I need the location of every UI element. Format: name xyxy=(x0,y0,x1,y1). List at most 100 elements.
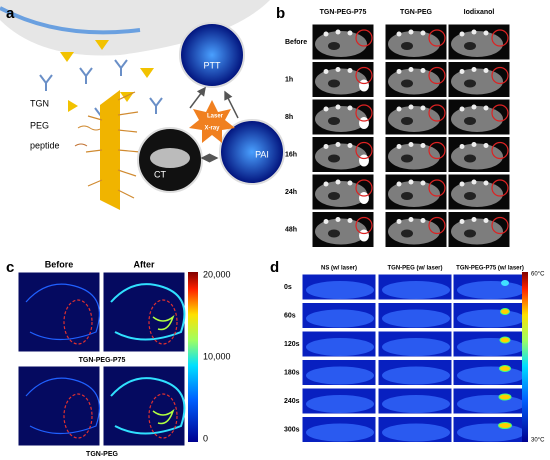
body xyxy=(306,423,374,442)
bone xyxy=(347,180,353,186)
body xyxy=(457,423,525,442)
bone xyxy=(483,30,489,36)
bone xyxy=(396,106,402,112)
signal xyxy=(110,283,186,341)
thermal-image xyxy=(301,416,377,443)
thermal-image xyxy=(377,273,453,301)
ct-image xyxy=(447,173,511,211)
tumor-circle xyxy=(355,66,373,85)
colorbar-label: 60°C xyxy=(531,272,545,278)
panel-letter: b xyxy=(276,5,285,22)
organ xyxy=(401,42,413,50)
bone xyxy=(323,106,329,112)
bone xyxy=(471,104,477,110)
hot-spot xyxy=(498,422,512,429)
bone xyxy=(483,105,489,111)
thermal-image xyxy=(301,302,377,329)
row-label: 60s xyxy=(284,312,296,319)
body xyxy=(457,281,525,299)
bone xyxy=(396,219,402,224)
bone xyxy=(347,68,353,73)
bone xyxy=(323,144,329,149)
panel-letter: a xyxy=(6,5,15,22)
ct-image xyxy=(384,98,448,136)
bone xyxy=(323,69,329,74)
colorbar xyxy=(522,272,528,442)
column-label: NS (w/ laser) xyxy=(321,266,357,272)
bone xyxy=(459,106,465,112)
tumor-circle xyxy=(491,216,509,235)
thermal-image xyxy=(452,302,528,329)
thermal-image xyxy=(301,387,377,415)
organ xyxy=(328,42,340,50)
bone xyxy=(471,29,477,35)
body xyxy=(382,366,450,385)
bone xyxy=(396,69,402,74)
label: CT xyxy=(154,169,166,179)
bone xyxy=(408,29,414,35)
bone xyxy=(459,219,465,224)
body xyxy=(457,366,525,385)
body xyxy=(315,143,367,170)
tumor-circle xyxy=(355,104,373,122)
label: TGN xyxy=(30,98,49,108)
body xyxy=(388,218,440,245)
panel-letter: d xyxy=(270,259,279,276)
tumor-circle xyxy=(355,141,373,160)
group-label: TGN-PEG-P75 xyxy=(79,357,126,364)
organ xyxy=(328,79,340,88)
label: PTT xyxy=(204,60,222,70)
body xyxy=(382,309,450,328)
bone xyxy=(335,67,341,72)
ct-image xyxy=(447,136,511,173)
organ xyxy=(328,192,340,200)
colorbar-label: 10,000 xyxy=(203,351,231,361)
column-label: After xyxy=(133,259,154,269)
bone xyxy=(408,217,414,222)
colorbar-label: 0 xyxy=(203,433,208,443)
row-label: 16h xyxy=(285,151,297,158)
bone xyxy=(483,180,489,186)
bone xyxy=(323,219,329,224)
bone xyxy=(483,143,489,148)
body xyxy=(451,68,503,95)
body xyxy=(306,281,374,299)
signal-hot xyxy=(152,314,175,331)
label: X-ray xyxy=(204,126,220,132)
organ xyxy=(464,229,476,238)
body xyxy=(315,218,367,245)
thermal-image xyxy=(377,330,453,358)
tumor-circle xyxy=(491,66,509,85)
signal xyxy=(25,377,100,435)
row-label: 180s xyxy=(284,369,300,376)
tumor-circle xyxy=(428,104,446,122)
row-label: 240s xyxy=(284,398,300,405)
row-label: Before xyxy=(285,39,307,46)
hot-spot xyxy=(499,365,511,372)
pa-image xyxy=(102,271,186,353)
column-label: Iodixanol xyxy=(464,9,495,16)
bone xyxy=(408,142,414,147)
bone xyxy=(471,217,477,222)
signal xyxy=(25,283,100,341)
body xyxy=(388,68,440,95)
tumor-circle xyxy=(491,29,509,47)
organ xyxy=(401,79,413,88)
schematic xyxy=(0,0,285,210)
colorbar-label: 30°C xyxy=(531,438,545,444)
row-label: 0s xyxy=(284,284,292,291)
ct-image xyxy=(311,211,375,248)
ct-image xyxy=(447,23,511,61)
thermal-image xyxy=(452,387,528,415)
body xyxy=(315,181,367,207)
bone xyxy=(420,30,426,36)
tumor-circle xyxy=(63,299,93,345)
tumor-circle xyxy=(428,216,446,235)
bone xyxy=(459,181,465,187)
bone xyxy=(347,143,353,148)
organ xyxy=(464,154,476,163)
bone xyxy=(471,67,477,72)
tumor-circle xyxy=(428,179,446,197)
body xyxy=(388,31,440,57)
thermal-image xyxy=(377,359,453,386)
